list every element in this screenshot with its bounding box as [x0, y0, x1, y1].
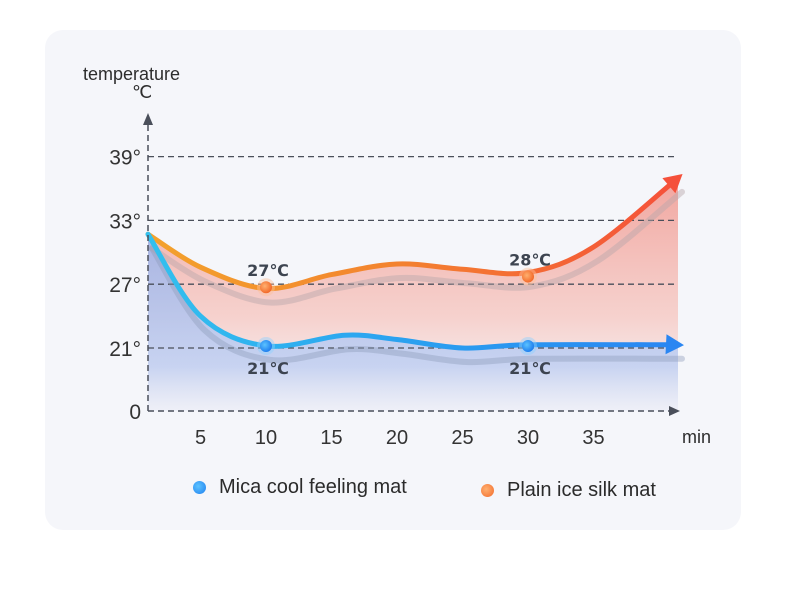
x-tick-label: 15: [320, 427, 342, 449]
mica-data-label: 21℃: [509, 359, 551, 378]
ice-silk-arrow-icon: [662, 173, 683, 194]
y-tick-label: 33°: [109, 210, 141, 233]
ice-silk-data-label: 28℃: [509, 251, 551, 270]
x-tick-label: 10: [255, 427, 277, 449]
y-axis-unit: ℃: [132, 82, 153, 102]
legend-dot-blue-icon: [193, 481, 206, 494]
legend-label-ice-silk: Plain ice silk mat: [507, 479, 656, 501]
x-tick-label: 20: [386, 427, 408, 449]
y-axis-arrow-icon: [143, 113, 153, 125]
mica-data-label: 21℃: [247, 359, 289, 378]
mica-marker: [522, 340, 534, 352]
y-tick-label: 21°: [109, 338, 141, 361]
mica-shadow-curve: [149, 245, 685, 366]
y-tick-label: 0: [129, 401, 141, 424]
x-tick-label: 25: [451, 427, 473, 449]
ice-silk-marker: [260, 281, 272, 294]
legend-item-ice-silk: Plain ice silk mat: [481, 479, 656, 502]
y-tick-label: 27°: [109, 274, 141, 297]
mica-marker: [260, 340, 272, 352]
ice-silk-marker: [522, 270, 534, 283]
x-tick-label: 5: [195, 427, 206, 449]
ice-silk-shadow-curve: [149, 188, 685, 306]
legend: Mica cool feeling mat Plain ice silk mat: [0, 476, 790, 506]
y-axis-title: temperature: [83, 64, 181, 84]
x-tick-label: 35: [582, 427, 604, 449]
mica-area-fill: [148, 234, 678, 411]
legend-label-mica: Mica cool feeling mat: [219, 476, 407, 498]
ice-silk-line: [145, 175, 681, 292]
legend-item-mica: Mica cool feeling mat: [193, 476, 407, 499]
x-axis-arrow-icon: [669, 406, 680, 416]
y-tick-label: 39°: [109, 147, 141, 170]
legend-dot-orange-icon: [481, 484, 494, 497]
x-tick-label: 30: [517, 427, 539, 449]
mica-arrow-icon: [665, 334, 684, 355]
x-axis-unit: min: [682, 427, 712, 447]
ice-silk-data-label: 27℃: [247, 261, 289, 280]
